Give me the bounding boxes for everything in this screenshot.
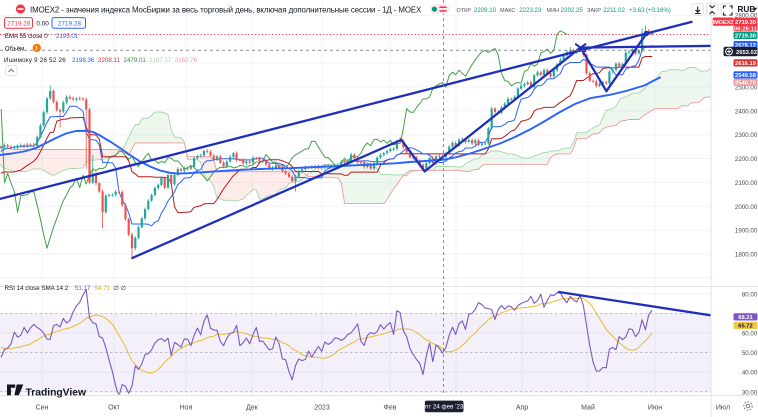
svg-text:IMOEX2 - значения индекса МосБ: IMOEX2 - значения индекса МосБиржи за ве…: [30, 5, 422, 14]
svg-text:Апр: Апр: [516, 404, 528, 411]
svg-text:2300.00: 2300.00: [735, 132, 758, 139]
svg-text:2211.02: 2211.02: [603, 7, 625, 14]
svg-text:2400.00: 2400.00: [735, 108, 758, 115]
svg-text:2200.00: 2200.00: [735, 156, 758, 163]
svg-text:2678.12: 2678.12: [735, 43, 756, 49]
svg-text:2500.00: 2500.00: [735, 84, 758, 91]
svg-text:(+0.16%): (+0.16%): [646, 7, 671, 14]
svg-text:Июл: Июл: [716, 404, 730, 411]
svg-text:50.00: 50.00: [742, 350, 758, 357]
svg-text:!: !: [35, 46, 37, 53]
svg-text:Июн: Июн: [648, 404, 662, 411]
svg-text:RSI 14 close SMA 14 2: RSI 14 close SMA 14 2: [5, 285, 69, 292]
svg-text:∅ ∅: ∅ ∅: [114, 285, 127, 292]
svg-text:2162.76: 2162.76: [175, 57, 198, 64]
svg-text:ОТКР: ОТКР: [457, 8, 472, 14]
svg-text:1900.00: 1900.00: [735, 228, 758, 235]
svg-text:2719.30: 2719.30: [735, 20, 756, 26]
svg-text:2202.25: 2202.25: [561, 7, 584, 14]
svg-text:МАКС: МАКС: [500, 8, 515, 14]
svg-text:Сен: Сен: [36, 404, 49, 411]
svg-text:2100.00: 2100.00: [735, 180, 758, 187]
svg-text:IMOEX2: IMOEX2: [713, 20, 733, 26]
svg-text:2195.01: 2195.01: [56, 33, 79, 40]
svg-text:2653.02: 2653.02: [736, 50, 757, 56]
svg-text:65.72: 65.72: [738, 324, 753, 330]
svg-text:Ноя: Ноя: [180, 404, 193, 411]
svg-text:Дек: Дек: [246, 404, 259, 411]
svg-text:2719.28: 2719.28: [58, 20, 82, 27]
svg-text:2479.01: 2479.01: [124, 57, 147, 64]
svg-text:2719.28: 2719.28: [7, 20, 31, 27]
svg-text:0.00: 0.00: [36, 20, 49, 27]
svg-text:2223.23: 2223.23: [519, 7, 542, 14]
svg-text:МИН: МИН: [547, 8, 560, 14]
svg-text:пт 24 фев ’23: пт 24 фев ’23: [425, 404, 464, 411]
svg-text:2719.30: 2719.30: [735, 34, 756, 40]
svg-text:2540.70: 2540.70: [735, 81, 756, 87]
svg-text:2616.19: 2616.19: [735, 61, 757, 67]
svg-text:2000.00: 2000.00: [735, 204, 758, 211]
svg-text:ЗАКР: ЗАКР: [587, 8, 601, 14]
svg-text:2549.58: 2549.58: [735, 73, 757, 79]
svg-text:1800.00: 1800.00: [735, 252, 758, 259]
svg-text:Фев: Фев: [384, 404, 397, 411]
svg-text:EMA 55 close 0: EMA 55 close 0: [5, 33, 49, 40]
svg-text:2198.36: 2198.36: [72, 57, 95, 64]
svg-text:2800.00: 2800.00: [735, 13, 758, 20]
svg-text:51.17: 51.17: [75, 285, 91, 292]
svg-text:TradingView: TradingView: [26, 387, 87, 398]
svg-text:80.00: 80.00: [742, 291, 758, 298]
svg-text:Объём: Объём: [5, 46, 25, 53]
svg-text:Май: Май: [581, 403, 595, 411]
svg-text:60.00: 60.00: [742, 331, 758, 338]
svg-text:+3.63: +3.63: [629, 7, 645, 14]
svg-text:Окт: Окт: [108, 404, 121, 411]
svg-text:54.71: 54.71: [95, 285, 111, 292]
svg-text:2167.17: 2167.17: [149, 57, 172, 64]
svg-text:68.21: 68.21: [738, 315, 753, 321]
svg-text:40.00: 40.00: [742, 370, 758, 377]
svg-text:Ишимоку 9 26 52 26: Ишимоку 9 26 52 26: [4, 57, 66, 64]
svg-text:2023: 2023: [314, 404, 330, 411]
svg-text:06:25:11: 06:25:11: [734, 27, 758, 33]
svg-text:2209.10: 2209.10: [474, 7, 497, 14]
svg-text:2208.11: 2208.11: [98, 57, 120, 64]
svg-text:RUB: RUB: [738, 5, 756, 14]
svg-text:30.00: 30.00: [742, 389, 758, 396]
